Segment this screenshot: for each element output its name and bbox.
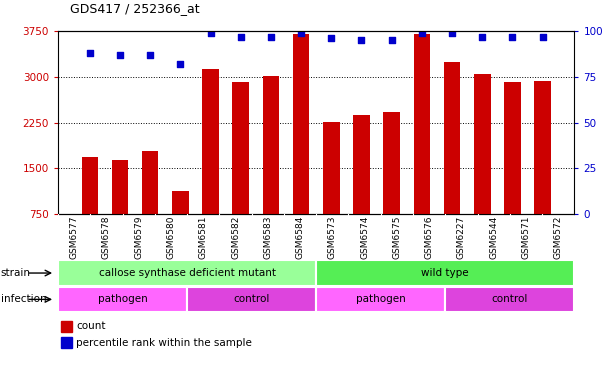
Bar bbox=[60, 337, 72, 348]
Bar bbox=[58, 260, 316, 286]
Point bbox=[538, 34, 547, 40]
Text: wild type: wild type bbox=[422, 268, 469, 278]
Bar bbox=[383, 112, 400, 214]
Text: strain: strain bbox=[1, 268, 31, 278]
Point bbox=[326, 36, 336, 41]
Bar bbox=[142, 151, 158, 214]
Text: infection: infection bbox=[1, 294, 46, 305]
Text: control: control bbox=[233, 294, 270, 305]
Text: GSM6580: GSM6580 bbox=[166, 215, 175, 259]
Bar bbox=[316, 260, 574, 286]
Text: GSM6572: GSM6572 bbox=[554, 215, 563, 259]
Bar bbox=[58, 287, 187, 312]
Bar bbox=[414, 34, 430, 214]
Text: count: count bbox=[76, 321, 106, 331]
Bar bbox=[112, 160, 128, 214]
Point bbox=[145, 52, 155, 58]
Text: GSM6227: GSM6227 bbox=[457, 215, 466, 259]
Bar bbox=[534, 81, 551, 214]
Text: GSM6571: GSM6571 bbox=[521, 215, 530, 259]
Text: GSM6584: GSM6584 bbox=[296, 215, 304, 259]
Text: callose synthase deficient mutant: callose synthase deficient mutant bbox=[98, 268, 276, 278]
Point bbox=[85, 50, 95, 56]
Point bbox=[447, 30, 457, 36]
Point bbox=[296, 30, 306, 36]
Point bbox=[115, 52, 125, 58]
Text: GDS417 / 252366_at: GDS417 / 252366_at bbox=[70, 1, 200, 15]
Point bbox=[508, 34, 518, 40]
Point bbox=[357, 37, 367, 43]
Point bbox=[417, 30, 426, 36]
Point bbox=[175, 61, 185, 67]
Text: GSM6577: GSM6577 bbox=[70, 215, 79, 259]
Bar bbox=[353, 115, 370, 214]
Text: GSM6544: GSM6544 bbox=[489, 215, 498, 259]
Text: GSM6573: GSM6573 bbox=[328, 215, 337, 259]
Text: pathogen: pathogen bbox=[356, 294, 406, 305]
Text: GSM6576: GSM6576 bbox=[425, 215, 434, 259]
Bar bbox=[293, 34, 309, 214]
Text: GSM6581: GSM6581 bbox=[199, 215, 208, 259]
Text: GSM6583: GSM6583 bbox=[263, 215, 273, 259]
Bar bbox=[202, 69, 219, 214]
Bar bbox=[474, 74, 491, 214]
Text: GSM6574: GSM6574 bbox=[360, 215, 369, 259]
Bar bbox=[504, 82, 521, 214]
Bar bbox=[316, 287, 445, 312]
Point bbox=[206, 30, 216, 36]
Bar bbox=[60, 321, 72, 332]
Bar bbox=[172, 191, 189, 214]
Text: pathogen: pathogen bbox=[98, 294, 147, 305]
Bar bbox=[323, 122, 340, 214]
Bar bbox=[187, 287, 316, 312]
Point bbox=[477, 34, 487, 40]
Bar bbox=[445, 287, 574, 312]
Bar bbox=[263, 76, 279, 214]
Bar bbox=[232, 82, 249, 214]
Text: GSM6575: GSM6575 bbox=[392, 215, 401, 259]
Point bbox=[387, 37, 397, 43]
Text: GSM6582: GSM6582 bbox=[231, 215, 240, 259]
Text: GSM6578: GSM6578 bbox=[102, 215, 111, 259]
Bar bbox=[81, 157, 98, 214]
Point bbox=[266, 34, 276, 40]
Bar bbox=[444, 61, 460, 214]
Text: control: control bbox=[492, 294, 528, 305]
Text: percentile rank within the sample: percentile rank within the sample bbox=[76, 338, 252, 348]
Text: GSM6579: GSM6579 bbox=[134, 215, 143, 259]
Point bbox=[236, 34, 246, 40]
